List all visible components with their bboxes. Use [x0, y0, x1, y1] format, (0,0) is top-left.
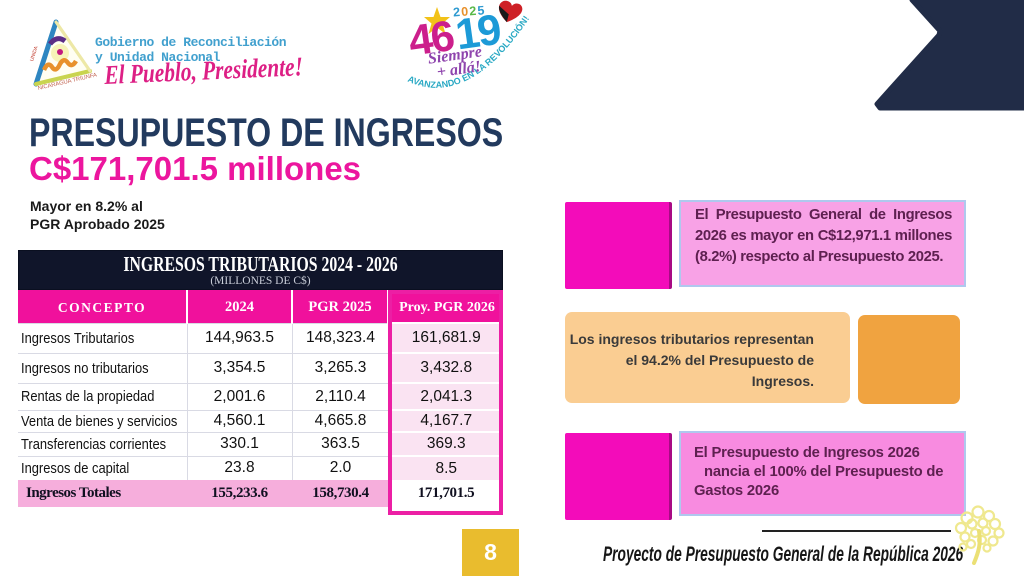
svg-text:2025: 2025 [453, 3, 487, 19]
svg-text:+ allá!: + allá! [436, 58, 482, 81]
svg-text:UNIDA: UNIDA [29, 45, 40, 62]
svg-text:19: 19 [453, 6, 504, 60]
svg-text:46: 46 [406, 12, 457, 66]
